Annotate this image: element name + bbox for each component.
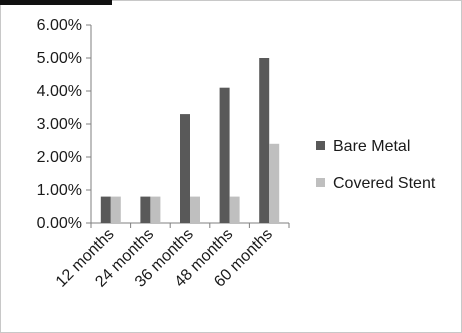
bar-covered-stent	[269, 143, 280, 223]
bar-bare-metal	[259, 58, 270, 223]
bar-bare-metal	[180, 114, 190, 223]
y-tick-label: 0.00%	[37, 215, 82, 232]
bar-covered-stent	[190, 196, 200, 223]
y-tick-labels: 0.00% 1.00% 2.00% 3.00% 4.00% 5.00% 6.00%	[37, 17, 82, 232]
legend-swatch	[316, 141, 325, 150]
bar-covered-stent	[229, 196, 240, 223]
bar-covered-stent	[150, 196, 161, 223]
bar-bare-metal	[100, 196, 111, 223]
y-tick-label: 3.00%	[37, 116, 82, 133]
y-tick-label: 4.00%	[37, 83, 82, 100]
bar-covered-stent	[110, 196, 121, 223]
y-tick-label: 2.00%	[37, 149, 82, 166]
chart-bars	[100, 58, 280, 223]
bar-bare-metal	[219, 87, 230, 223]
y-tick-label: 5.00%	[37, 50, 82, 67]
legend-label: Bare Metal	[333, 138, 410, 155]
legend-swatch	[316, 178, 325, 187]
top-dark-bar	[0, 0, 112, 5]
legend: Bare Metal Covered Stent	[316, 138, 436, 192]
legend-label: Covered Stent	[333, 175, 436, 192]
y-tick-label: 1.00%	[37, 182, 82, 199]
bar-bare-metal	[140, 196, 151, 223]
y-tick-label: 6.00%	[37, 17, 82, 34]
